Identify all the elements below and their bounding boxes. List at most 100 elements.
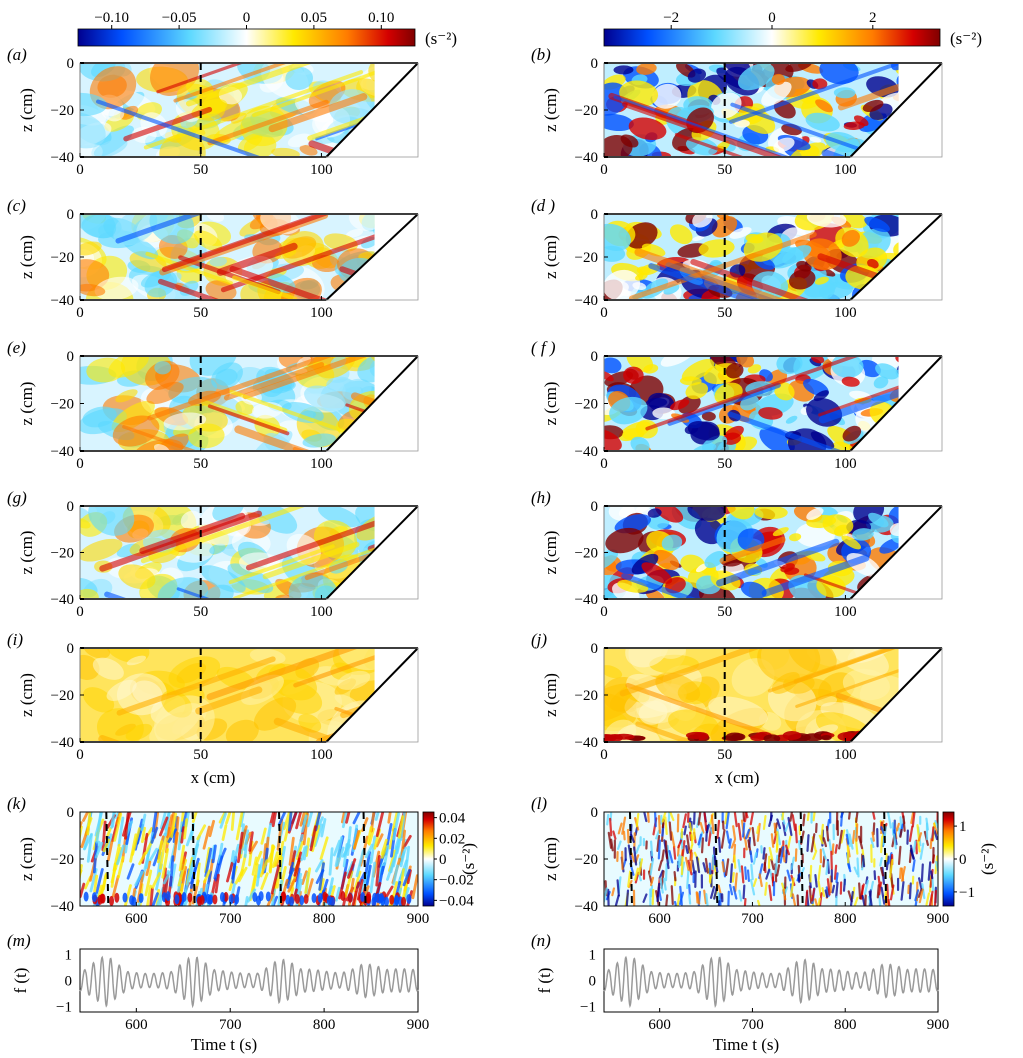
- ytick-label-a-2: −40: [51, 150, 74, 166]
- colorbar-top-left: −0.10 −0.05 0 0.05 0.10 (s⁻²): [77, 10, 457, 48]
- panel-label-m: (m): [7, 931, 31, 950]
- colorbar-tick-label-l-1: 0: [959, 852, 967, 868]
- ylabel-k: z (cm): [17, 837, 36, 881]
- panel-label-h: (h): [531, 488, 551, 507]
- xtick-label-b-2: 100: [834, 162, 857, 178]
- slope-boundary-c: [325, 213, 419, 301]
- xlabel-j: x (cm): [715, 768, 760, 787]
- ytick-label-e-0: 0: [67, 349, 75, 365]
- ylabel-i: z (cm): [17, 673, 36, 717]
- signal-line-n: [603, 955, 939, 1009]
- xtick-label-i-0: 0: [76, 747, 84, 763]
- ytick-label-b-0: 0: [591, 56, 599, 72]
- ytick-label-e-1: −20: [51, 397, 74, 413]
- ylabel-d: z (cm): [541, 235, 560, 279]
- panel-g: 0 50 100 0 −20 −40 z (cm) (g): [7, 488, 419, 620]
- panel-i: 0 50 100 0 −20 −40 z (cm) (i) x (cm): [7, 630, 419, 787]
- colorbar-unit-l: (s⁻²): [978, 843, 997, 875]
- ytick-label-k-2: −40: [51, 899, 74, 915]
- slope-boundary-a: [325, 62, 419, 158]
- field-h: [604, 506, 899, 599]
- panel-n: 600 700 800 900 1 0 −1 f (t) (n) Time t (s): [531, 931, 949, 1054]
- panel-label-d: (d ): [531, 196, 555, 215]
- ytick-label-f-0: 0: [591, 349, 599, 365]
- colorbar-tick-label-k-4: −0.04: [439, 893, 474, 909]
- xtick-label-h-0: 0: [600, 604, 608, 620]
- xtick-label-i-1: 50: [193, 747, 208, 763]
- field-d: [604, 214, 899, 300]
- slope-boundary-i: [325, 647, 419, 743]
- xtick-label-g-0: 0: [76, 604, 84, 620]
- ytick-label-l-2: −40: [575, 899, 598, 915]
- ytick-label-k-1: −20: [51, 852, 74, 868]
- ylabel-j: z (cm): [541, 673, 560, 717]
- field-k: [80, 812, 418, 906]
- panel-label-e: (e): [7, 338, 26, 357]
- ytick-label-d-2: −40: [575, 293, 598, 309]
- ytick-label-n-0: 1: [589, 948, 597, 964]
- xtick-label-m-2: 800: [313, 1017, 336, 1033]
- panel-m: 600 700 800 900 1 0 −1 f (t) (m) Time t (s): [7, 931, 429, 1054]
- ylabel-l: z (cm): [541, 837, 560, 881]
- xtick-label-m-1: 700: [219, 1017, 242, 1033]
- ytick-label-h-0: 0: [591, 499, 599, 515]
- xtick-label-g-2: 100: [310, 604, 333, 620]
- xtick-label-l-1: 700: [741, 911, 764, 927]
- ylabel-a: z (cm): [17, 88, 36, 132]
- ytick-label-k-0: 0: [67, 805, 75, 821]
- ylabel-h: z (cm): [541, 531, 560, 575]
- colorbar-top-right-tick-label-2: 2: [869, 10, 877, 26]
- ylabel-e: z (cm): [17, 382, 36, 426]
- ytick-label-m-0: 1: [65, 948, 73, 964]
- ytick-label-c-2: −40: [51, 293, 74, 309]
- xtick-label-f-1: 50: [717, 456, 732, 472]
- slope-boundary-j: [849, 647, 943, 743]
- xtick-label-k-3: 900: [407, 911, 430, 927]
- xtick-label-d-2: 100: [834, 305, 857, 321]
- ytick-label-j-0: 0: [591, 641, 599, 657]
- axes-frame-m: [79, 948, 419, 1013]
- panel-f: 0 50 100 0 −20 −40 z (cm) ( f ): [531, 338, 943, 472]
- panel-l: 600 700 800 900 0 −20 −40 z (cm) (l) 1 0 −1(s⁻²): [531, 794, 997, 927]
- ylabel-n: f (t): [535, 968, 554, 994]
- ytick-label-j-2: −40: [575, 735, 598, 751]
- xtick-label-h-2: 100: [834, 604, 857, 620]
- ytick-label-b-1: −20: [575, 103, 598, 119]
- xtick-label-j-0: 0: [600, 747, 608, 763]
- ytick-label-l-0: 0: [591, 805, 599, 821]
- colorbar-top-left-tick-label-4: 0.10: [368, 10, 394, 26]
- colorbar-top-left-tick-label-3: 0.05: [301, 10, 327, 26]
- panel-label-f: ( f ): [531, 338, 556, 357]
- colorbar-tick-label-k-0: 0.04: [439, 811, 466, 827]
- ytick-label-a-1: −20: [51, 103, 74, 119]
- xtick-label-d-0: 0: [600, 305, 608, 321]
- panel-e: 0 50 100 0 −20 −40 z (cm) (e): [7, 338, 419, 472]
- panel-d: 0 50 100 0 −20 −40 z (cm) (d ): [531, 196, 943, 321]
- panel-label-k: (k): [7, 794, 26, 813]
- xlabel-m: Time t (s): [191, 1035, 257, 1054]
- slope-boundary-b: [849, 62, 943, 158]
- xtick-label-m-0: 600: [125, 1017, 148, 1033]
- colorbar-tick-label-l-2: −1: [959, 885, 975, 901]
- dashed-line-l-2: [799, 811, 804, 907]
- colorbar-top-left-tick-label-1: −0.05: [162, 10, 197, 26]
- panel-label-c: (c): [7, 196, 26, 215]
- dashed-line-l-1: [714, 811, 719, 907]
- ylabel-b: z (cm): [541, 88, 560, 132]
- panel-label-n: (n): [531, 931, 551, 950]
- field-e: [80, 356, 375, 451]
- colorbar-top-right: −2 0 2 (s⁻²): [603, 10, 982, 48]
- dashed-line-k-0: [105, 811, 110, 907]
- xtick-label-k-1: 700: [219, 911, 242, 927]
- slope-boundary-e: [325, 355, 419, 452]
- xtick-label-l-2: 800: [834, 911, 857, 927]
- ytick-label-i-1: −20: [51, 688, 74, 704]
- xtick-label-e-1: 50: [193, 456, 208, 472]
- xtick-label-n-0: 600: [648, 1017, 671, 1033]
- colorbar-unit-k: (s⁻²): [459, 843, 478, 875]
- xtick-label-f-2: 100: [834, 456, 857, 472]
- ytick-label-h-1: −20: [575, 546, 598, 562]
- xtick-label-l-3: 900: [927, 911, 950, 927]
